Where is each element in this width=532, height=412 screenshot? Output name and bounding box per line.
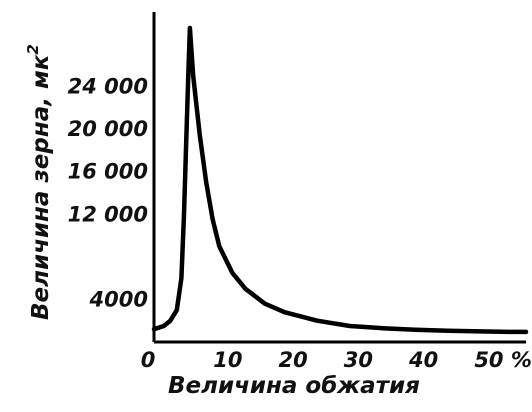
x-axis-label: Величина обжатия [168,373,420,399]
y-tick-label: 16 000 [68,160,148,184]
y-tick-label: 12 000 [68,202,148,226]
x-tick-label: 50 % [474,348,532,372]
x-tick-label: 20 [279,348,308,372]
x-tick-label: 10 [213,348,242,372]
x-tick-labels: 0 10 20 30 40 50 % [141,348,532,372]
y-tick-label: 24 000 [68,75,148,99]
y-axis-label-superscript: 2 [24,44,42,54]
x-tick-label: 30 [344,348,373,372]
series-line [151,25,529,335]
x-tick-label: 40 [408,348,438,372]
y-tick-label: 4000 [89,287,148,311]
y-axis-label: Величина зерна, мк2 [24,44,54,320]
y-axis-label-text: Величина зерна, мк [28,53,54,320]
axes [152,12,526,344]
x-tick-label: 0 [141,348,156,372]
y-tick-labels: 4000 12 000 16 000 20 000 24 000 [68,75,148,312]
y-tick-label: 20 000 [68,117,148,141]
